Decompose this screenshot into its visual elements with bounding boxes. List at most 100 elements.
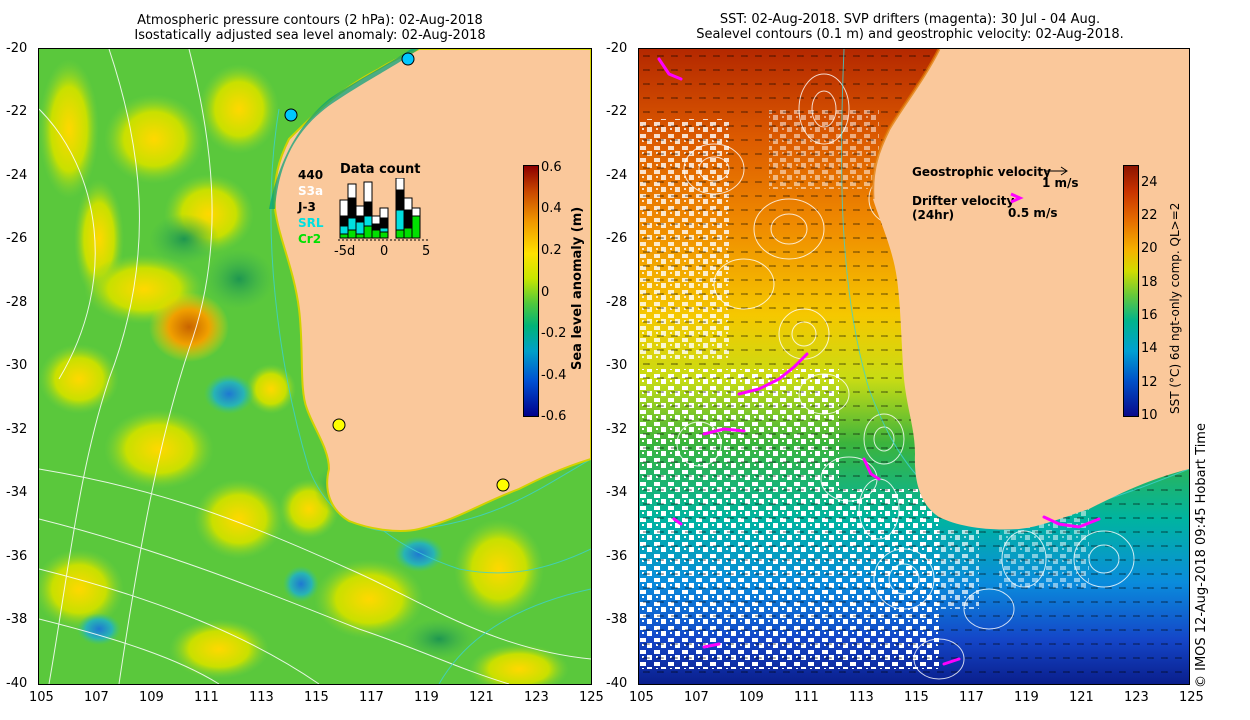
right-title-line1: SST: 02-Aug-2018. SVP drifters (magenta)…: [719, 12, 1101, 27]
colorbar-tick: 0.4: [541, 201, 562, 216]
y-tick: -20: [6, 41, 28, 56]
tide-gauge-marker[interactable]: [401, 52, 415, 66]
y-tick: -36: [606, 549, 628, 564]
drifter-velocity-sublabel: (24hr): [912, 208, 955, 222]
x-tick: 105: [29, 690, 54, 705]
y-tick: -24: [606, 168, 628, 183]
data-count-title: Data count: [340, 162, 421, 177]
y-tick: -32: [6, 422, 28, 437]
x-tick: 119: [414, 690, 439, 705]
left-title: Atmospheric pressure contours (2 hPa): 0…: [100, 13, 520, 43]
x-tick: 111: [194, 690, 219, 705]
sla-colorbar-label: Sea level anomaly (m): [570, 206, 585, 370]
colorbar-tick: 22: [1141, 208, 1158, 223]
y-tick: -40: [606, 676, 628, 691]
drifter-track: [702, 642, 721, 649]
sst-colorbar: [1123, 165, 1139, 417]
drifter-track: [672, 517, 683, 526]
tide-gauge-marker[interactable]: [332, 418, 346, 432]
y-tick: -28: [606, 295, 628, 310]
colorbar-tick: 0.6: [541, 160, 562, 175]
y-tick: -30: [606, 358, 628, 373]
right-title: SST: 02-Aug-2018. SVP drifters (magenta)…: [660, 12, 1160, 42]
left-title-line2: Isostatically adjusted sea level anomaly…: [134, 28, 486, 43]
x-tick: 125: [579, 690, 604, 705]
colorbar-tick: 24: [1141, 175, 1158, 190]
geostrophic-scale: 1 m/s: [1042, 176, 1079, 190]
australia-land: [273, 49, 591, 532]
x-tick: 119: [1014, 690, 1039, 705]
data-count-bars: [338, 178, 428, 241]
data-count-tick: 5: [422, 244, 431, 259]
mission-srl: SRL: [298, 216, 324, 230]
y-tick: -34: [6, 485, 28, 500]
colorbar-tick: 10: [1141, 408, 1158, 423]
colorbar-tick: 0.2: [541, 243, 562, 258]
x-tick: 115: [904, 690, 929, 705]
colorbar-tick: 12: [1141, 375, 1158, 390]
mission-s3a: S3a: [298, 184, 324, 198]
x-tick: 105: [629, 690, 654, 705]
x-tick: 109: [139, 690, 164, 705]
geostrophic-velocity-label: Geostrophic velocity: [912, 165, 1051, 179]
x-tick: 123: [1124, 690, 1149, 705]
y-tick: -24: [6, 168, 28, 183]
y-tick: -36: [6, 549, 28, 564]
drifter-track: [1042, 515, 1101, 529]
x-tick: 109: [739, 690, 764, 705]
sst-map-canvas: [639, 49, 1189, 684]
y-tick: -22: [6, 104, 28, 119]
sla-colorbar: [523, 165, 539, 417]
y-tick: -38: [606, 612, 628, 627]
drifter-velocity-label: Drifter velocity: [912, 194, 1015, 208]
drifter-track: [862, 457, 881, 481]
sea-level-anomaly-map[interactable]: [38, 48, 592, 685]
x-tick: 113: [849, 690, 874, 705]
drifter-track: [737, 352, 809, 396]
imos-credit: © IMOS 12-Aug-2018 09:45 Hobart Time: [1194, 423, 1209, 688]
x-tick: 125: [1179, 690, 1204, 705]
drifter-track: [702, 427, 746, 436]
sst-colorbar-label: SST (°C) 6d ngt-only comp. QL>=2: [1168, 202, 1182, 414]
tide-gauge-marker[interactable]: [496, 478, 510, 492]
y-tick: -34: [606, 485, 628, 500]
colorbar-tick: -0.4: [541, 368, 567, 383]
tide-gauge-marker[interactable]: [284, 108, 298, 122]
australia-land: [872, 49, 1189, 530]
colorbar-tick: -0.6: [541, 409, 567, 424]
x-tick: 107: [684, 690, 709, 705]
colorbar-tick: -0.2: [541, 326, 567, 341]
y-tick: -32: [606, 422, 628, 437]
y-tick: -28: [6, 295, 28, 310]
svp-drifter-tracks: [657, 57, 1101, 666]
drifter-track: [942, 657, 961, 666]
drifter-arrow-icon: [1010, 192, 1024, 204]
sst-map[interactable]: [638, 48, 1190, 685]
anomaly-blobs: [39, 59, 569, 684]
mission-j3: J-3: [298, 200, 316, 214]
left-title-line1: Atmospheric pressure contours (2 hPa): 0…: [137, 13, 483, 28]
x-tick: 107: [84, 690, 109, 705]
mission-cr2: Cr2: [298, 232, 322, 246]
colorbar-tick: 20: [1141, 241, 1158, 256]
data-count-tick: 0: [380, 244, 389, 259]
data-count-total: 440: [298, 168, 324, 182]
colorbar-tick: 16: [1141, 308, 1158, 323]
drifter-track: [657, 57, 683, 81]
y-tick: -26: [6, 231, 28, 246]
drifter-scale: 0.5 m/s: [1008, 206, 1058, 220]
y-tick: -20: [606, 41, 628, 56]
y-tick: -38: [6, 612, 28, 627]
colorbar-tick: 14: [1141, 341, 1158, 356]
x-tick: 121: [1069, 690, 1094, 705]
colorbar-tick: 18: [1141, 275, 1158, 290]
x-tick: 123: [524, 690, 549, 705]
y-tick: -26: [606, 231, 628, 246]
sea-level-anomaly-map-canvas: [39, 49, 591, 684]
x-tick: 113: [249, 690, 274, 705]
y-tick: -40: [6, 676, 28, 691]
geostrophic-arrow-icon: [1045, 166, 1068, 176]
x-tick: 117: [959, 690, 984, 705]
right-title-line2: Sealevel contours (0.1 m) and geostrophi…: [696, 27, 1124, 42]
y-tick: -22: [606, 104, 628, 119]
